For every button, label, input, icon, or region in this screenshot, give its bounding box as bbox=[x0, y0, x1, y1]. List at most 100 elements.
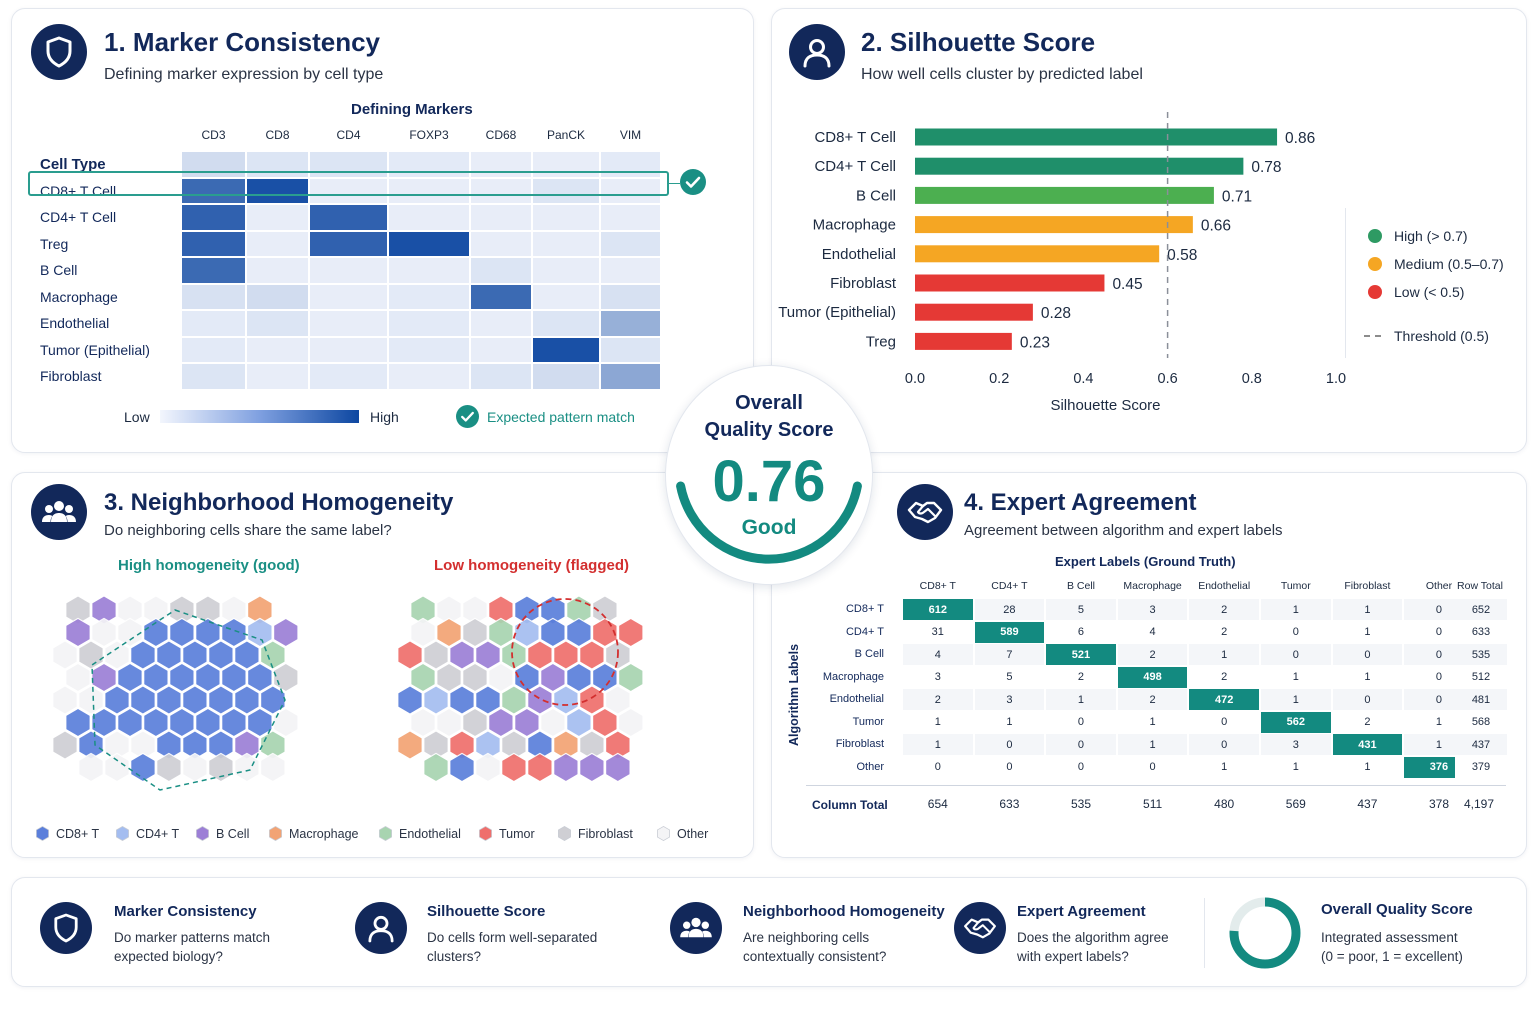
matrix-cell: 5 bbox=[1046, 599, 1116, 620]
matrix-cell: 28 bbox=[974, 599, 1045, 620]
score-gauge bbox=[676, 481, 862, 564]
legend-label: Fibroblast bbox=[578, 826, 633, 841]
row-total: 652 bbox=[1455, 599, 1507, 620]
shield-icon bbox=[40, 902, 92, 954]
heatmap-cell bbox=[310, 205, 387, 230]
summary-neighborhood-desc: Are neighboring cells contextually consis… bbox=[743, 928, 886, 966]
diagonal-cell: 562 bbox=[1261, 711, 1331, 733]
matrix-cell: 1 bbox=[1332, 756, 1403, 778]
legend-medium: Medium (0.5–0.7) bbox=[1368, 256, 1504, 272]
heatmap-cell bbox=[310, 178, 387, 203]
matrix-cell: 31 bbox=[903, 621, 973, 643]
matrix-cell: 0 bbox=[1046, 734, 1116, 755]
matrix-cell: 2 bbox=[903, 689, 973, 710]
column-total: 654 bbox=[927, 797, 948, 811]
summary-divider bbox=[1204, 898, 1205, 968]
heatmap-cell bbox=[471, 205, 531, 230]
heatmap-cell bbox=[389, 364, 469, 389]
legend-label: Tumor bbox=[499, 826, 535, 841]
panel2-subtitle: How well cells cluster by predicted labe… bbox=[861, 66, 1143, 83]
row-cd4-t-cell: CD4+ T Cell bbox=[40, 209, 117, 225]
panel3-subtitle: Do neighboring cells share the same labe… bbox=[104, 522, 392, 539]
marker-foxp3: FOXP3 bbox=[409, 128, 449, 142]
heatmap-cell bbox=[389, 205, 469, 230]
user-icon bbox=[355, 902, 407, 954]
matrix-cell: 5 bbox=[974, 666, 1045, 688]
matrix-cell: 2 bbox=[1332, 711, 1403, 733]
row-header-endothelial: Endothelial bbox=[829, 693, 884, 705]
matrix-cell: 3 bbox=[974, 689, 1045, 710]
summary-silhouette-desc: Do cells form well-separated clusters? bbox=[427, 928, 597, 966]
heatmap-cell bbox=[601, 337, 660, 362]
legend-low-label: Low (< 0.5) bbox=[1394, 284, 1465, 300]
summary-marker-desc-line2: expected biology? bbox=[114, 949, 223, 964]
matrix-cell: 0 bbox=[1332, 689, 1403, 710]
legend-high-swatch bbox=[1368, 229, 1382, 243]
column-total: 633 bbox=[999, 797, 1020, 811]
summary-neighborhood-desc-line1: Are neighboring cells bbox=[743, 930, 870, 945]
summary-marker-desc-line1: Do marker patterns match bbox=[114, 930, 271, 945]
matrix-cell: 3 bbox=[903, 666, 973, 688]
markers-header: Defining Markers bbox=[351, 101, 473, 118]
col-header-other: Other bbox=[1425, 580, 1453, 592]
matrix-cell: 1 bbox=[1189, 644, 1259, 665]
heatmap-cell bbox=[471, 258, 531, 283]
col-header-cd4-t: CD4+ T bbox=[991, 580, 1028, 592]
column-total: 535 bbox=[1070, 797, 1092, 811]
heatmap-cell bbox=[389, 231, 469, 256]
row-header-cd4-t: CD4+ T bbox=[845, 625, 884, 638]
matrix-cell: 6 bbox=[1046, 621, 1116, 643]
legend-cd4-t: CD4+ T bbox=[115, 826, 179, 841]
hexagon-icon bbox=[36, 826, 49, 841]
legend-tumor: Tumor bbox=[478, 826, 535, 841]
matrix-cell: 7 bbox=[974, 644, 1045, 665]
heatmap-cell bbox=[182, 337, 245, 362]
legend-other: Other bbox=[656, 826, 708, 841]
heatmap-cell bbox=[601, 284, 660, 309]
row-header-fibroblast: Fibroblast bbox=[835, 738, 884, 750]
summary-silhouette-desc-line2: clusters? bbox=[427, 949, 482, 964]
row-endothelial: Endothelial bbox=[40, 315, 110, 331]
heatmap-cell bbox=[471, 337, 531, 362]
summary-expert-desc: Does the algorithm agree with expert labe… bbox=[1017, 928, 1169, 966]
handshake-icon bbox=[897, 484, 953, 540]
legend-high: High (> 0.7) bbox=[1368, 228, 1468, 244]
row-header-cd8-t: CD8+ T bbox=[845, 603, 884, 615]
matrix-cell: 3 bbox=[1117, 599, 1188, 620]
marker-panck: PanCK bbox=[546, 128, 586, 142]
heatmap-cell bbox=[182, 231, 245, 256]
row-total: 379 bbox=[1455, 756, 1507, 778]
summary-marker-desc: Do marker patterns match expected biology… bbox=[114, 928, 270, 966]
summary-overall-title: Overall Quality Score bbox=[1321, 901, 1473, 918]
heatmap-cell bbox=[471, 311, 531, 336]
legend-label: Endothelial bbox=[399, 826, 461, 841]
legend-high-label: High bbox=[370, 409, 399, 425]
legend-b-cell: B Cell bbox=[195, 826, 249, 841]
expert-agreement-panel bbox=[771, 472, 1527, 858]
row-total: 568 bbox=[1455, 711, 1507, 733]
col-header-endothelial: Endothelial bbox=[1198, 580, 1251, 592]
matrix-cell: 2 bbox=[1189, 621, 1259, 643]
overall-score-value: 0.76 bbox=[712, 449, 826, 514]
matrix-cell: 1 bbox=[974, 711, 1045, 733]
legend-high-label: High (> 0.7) bbox=[1394, 228, 1468, 244]
low-homogeneity-label: Low homogeneity (flagged) bbox=[434, 557, 629, 574]
matrix-cell: 0 bbox=[974, 734, 1045, 755]
row-tumor-epithelial: Tumor (Epithelial) bbox=[40, 341, 150, 358]
panel1-subtitle: Defining marker expression by cell type bbox=[104, 66, 384, 83]
column-total: 437 bbox=[1357, 797, 1378, 811]
diagonal-cell: 521 bbox=[1046, 644, 1116, 665]
legend-low-swatch bbox=[1368, 285, 1382, 299]
legend-low: Low (< 0.5) bbox=[1368, 284, 1464, 300]
heatmap-cell bbox=[389, 337, 469, 362]
heatmap-cell bbox=[601, 258, 660, 283]
handshake-icon bbox=[954, 902, 1006, 954]
group-icon bbox=[670, 902, 722, 954]
matrix-cell: 3 bbox=[1261, 734, 1331, 755]
matrix-cell: 1 bbox=[1332, 666, 1403, 688]
legend-endothelial: Endothelial bbox=[378, 826, 461, 841]
matrix-cell: 2 bbox=[1046, 666, 1116, 688]
legend-threshold-label: Threshold (0.5) bbox=[1394, 328, 1489, 344]
row-total: 512 bbox=[1455, 666, 1507, 688]
heatmap-cell bbox=[247, 364, 308, 389]
